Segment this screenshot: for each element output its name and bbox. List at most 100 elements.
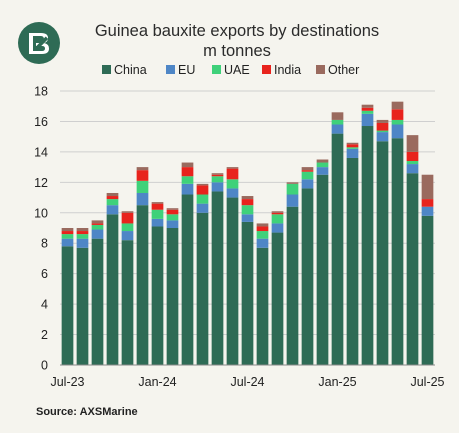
bar-segment-india xyxy=(166,209,179,215)
bar-segment-india xyxy=(346,144,359,148)
bar-segment-other xyxy=(196,183,209,186)
bar-segment-india xyxy=(151,203,164,210)
bar-segment-china xyxy=(136,205,149,365)
bar-segment-india xyxy=(226,168,239,180)
bar-segment-eu xyxy=(301,179,314,189)
x-tick-label: Jul-24 xyxy=(230,375,264,389)
legend-swatch-uae xyxy=(212,65,221,74)
y-tick-label: 16 xyxy=(34,115,48,129)
bar-segment-other xyxy=(376,119,389,123)
x-tick-label: Jul-25 xyxy=(410,375,444,389)
bar-segment-india xyxy=(391,109,404,120)
bar-segment-uae xyxy=(391,119,404,125)
y-tick-label: 6 xyxy=(41,267,48,281)
bar-segment-uae xyxy=(226,179,239,189)
bar-segment-other xyxy=(301,167,314,171)
bar-segment-china xyxy=(196,212,209,365)
legend-swatch-other xyxy=(316,65,325,74)
legend: China EU UAE India Other xyxy=(102,63,359,77)
bar-segment-eu xyxy=(211,182,224,192)
bar-segment-india xyxy=(61,231,74,235)
chart-title: Guinea bauxite exports by destinations xyxy=(95,22,379,40)
bar-segment-china xyxy=(211,191,224,365)
x-tick-label: Jan-25 xyxy=(318,375,356,389)
bar-segment-china xyxy=(256,247,269,365)
bar-segment-eu xyxy=(91,229,104,239)
bar-segment-eu xyxy=(286,194,299,207)
bar-segment-eu xyxy=(106,205,119,215)
bar-segment-other xyxy=(136,167,149,171)
bar-segment-china xyxy=(391,138,404,365)
y-tick-label: 0 xyxy=(41,359,48,373)
legend-swatch-eu xyxy=(166,65,175,74)
bar-segment-india xyxy=(121,212,134,224)
bar-segment-china xyxy=(106,214,119,365)
bar-segment-eu xyxy=(421,206,434,216)
bar-segment-other xyxy=(406,135,419,152)
bar-segment-china xyxy=(61,246,74,365)
bar-segment-uae xyxy=(361,110,374,114)
bar-segment-eu xyxy=(151,218,164,227)
bar-segment-eu xyxy=(271,223,284,233)
bar-segment-china xyxy=(301,188,314,365)
bar-segment-eu xyxy=(346,148,359,158)
bar-segment-china xyxy=(406,173,419,365)
bar-segment-india xyxy=(406,151,419,162)
bar-segment-india xyxy=(376,122,389,131)
bar-segment-uae xyxy=(136,180,149,193)
bar-segment-eu xyxy=(406,164,419,174)
y-tick-label: 4 xyxy=(41,298,48,312)
bar-segment-india xyxy=(256,226,269,232)
bar-segment-eu xyxy=(391,124,404,139)
bar-segment-uae xyxy=(166,214,179,221)
bar-segment-china xyxy=(271,232,284,365)
y-tick-label: 10 xyxy=(34,206,48,220)
legend-label-india: India xyxy=(274,63,301,77)
bar-segment-eu xyxy=(256,238,269,248)
bar-segment-china xyxy=(91,238,104,365)
bar-segment-eu xyxy=(316,167,329,175)
bar-segment-other xyxy=(226,167,239,169)
bar-segment-uae xyxy=(301,171,314,180)
legend-label-other: Other xyxy=(328,63,359,77)
bar-segment-china xyxy=(286,206,299,365)
bar-segment-other xyxy=(286,182,299,184)
bar-segment-china xyxy=(166,228,179,365)
bar-segment-china xyxy=(241,221,254,365)
bar-segment-india xyxy=(271,212,284,215)
y-tick-label: 14 xyxy=(34,145,48,159)
bar-segment-uae xyxy=(181,176,194,184)
bar-segment-uae xyxy=(346,147,359,149)
y-tick-label: 2 xyxy=(41,328,48,342)
x-axis: Jul-23 Jan-24 Jul-24 Jan-25 Jul-25 xyxy=(50,375,444,389)
bar-segment-other xyxy=(106,192,119,197)
y-axis: 0 2 4 6 8 10 12 14 16 18 xyxy=(34,85,48,373)
bar-segment-uae xyxy=(316,162,329,168)
bar-segment-other xyxy=(421,174,434,200)
bank-logo xyxy=(18,22,60,64)
y-tick-label: 18 xyxy=(34,85,48,99)
bar-segment-india xyxy=(91,223,104,225)
bar-segment-eu xyxy=(136,192,149,206)
bar-segment-eu xyxy=(61,238,74,247)
bar-segment-uae xyxy=(76,234,89,239)
bar-segment-other xyxy=(166,208,179,210)
bar-segment-eu xyxy=(166,220,179,228)
bar-segment-uae xyxy=(196,194,209,204)
bar-segment-uae xyxy=(106,199,119,206)
source-note: Source: AXSMarine xyxy=(36,406,138,418)
y-tick-label: 8 xyxy=(41,237,48,251)
bar-segment-china xyxy=(181,194,194,365)
bar-segment-uae xyxy=(286,183,299,195)
bar-segment-eu xyxy=(331,124,344,134)
bar-segment-india xyxy=(241,199,254,206)
bar-segment-india xyxy=(136,170,149,181)
bar-segment-other xyxy=(121,211,134,213)
bar-segment-china xyxy=(331,133,344,365)
bar-segment-eu xyxy=(376,132,389,142)
bar-segment-china xyxy=(121,240,134,365)
bar-segment-other xyxy=(151,202,164,204)
bar-segment-china xyxy=(316,174,329,365)
